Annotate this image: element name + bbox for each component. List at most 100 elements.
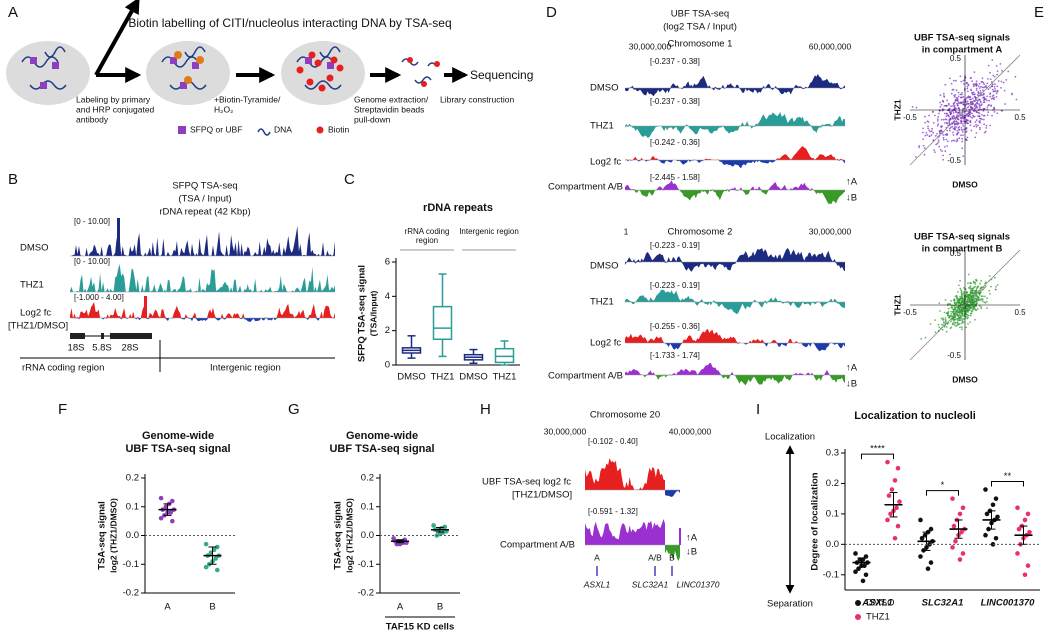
scatter-dot: [955, 126, 958, 128]
scatter-dot: [960, 101, 962, 104]
scatter-dot: [969, 119, 972, 122]
scatter-dot: [967, 90, 969, 93]
scatter-dot: [937, 115, 940, 118]
gene-block: [70, 333, 85, 339]
signal-track: [625, 248, 845, 262]
scatter-dot: [963, 294, 965, 297]
scatter-dot: [950, 140, 953, 142]
scatter-dot: [975, 132, 978, 134]
scatter-dot: [983, 301, 986, 303]
step-label: +Biotin-Tyramide/: [214, 94, 281, 104]
scatter-dot: [993, 75, 996, 78]
scatter-dot: [977, 91, 979, 93]
step-label: and HRP conjugated: [76, 104, 155, 114]
scatter-dot: [937, 123, 939, 126]
scatter-dot: [969, 115, 972, 118]
scatter-dot: [950, 320, 952, 323]
data-point: [853, 569, 858, 575]
gene-label: SLC32A1: [632, 579, 669, 589]
scatter-dot: [975, 300, 977, 303]
scatter-dot: [963, 302, 965, 304]
scatter-dot: [951, 323, 954, 326]
diagonal: [909, 249, 1021, 361]
scatter-dot: [953, 312, 956, 315]
scatter-dot: [966, 291, 968, 294]
scatter-dot: [973, 115, 976, 118]
scatter-dot: [940, 118, 943, 121]
scatter-dot: [965, 326, 967, 329]
axis-label: DMSO: [952, 179, 978, 189]
scatter-dot: [936, 125, 939, 127]
scatter-dot: [922, 138, 924, 141]
scatter-dot: [988, 289, 991, 292]
scatter-dot: [955, 302, 958, 305]
scatter-dot: [950, 112, 953, 115]
scatter-dot: [962, 308, 964, 311]
scatter-dot: [950, 326, 953, 329]
gene-label: 28S: [122, 343, 139, 354]
scatter-dot: [960, 122, 962, 125]
scatter-dot: [952, 103, 955, 105]
scatter-dot: [1001, 70, 1003, 72]
scatter-dot: [938, 112, 940, 115]
scatter-dot: [915, 106, 918, 109]
data-point: [951, 523, 957, 529]
scatter-dot: [941, 328, 944, 331]
scatter-dot: [974, 297, 976, 300]
scatter-dot: [969, 321, 971, 323]
scatter-dot: [943, 321, 945, 324]
scatter-dot: [994, 288, 997, 291]
y-axis-label: (TSA/Input): [368, 290, 378, 336]
data-point: [170, 518, 175, 524]
y-tick-label: 0.0: [126, 530, 139, 541]
track-name: DMSO: [590, 83, 619, 94]
scatter-dot: [970, 289, 972, 291]
scatter-dot: [968, 294, 971, 296]
scatter-dot: [981, 300, 984, 303]
scatter-dot: [974, 136, 977, 139]
y-tick-label: 2: [385, 325, 390, 336]
scatter-dot: [956, 299, 959, 301]
panel-label: G: [288, 401, 300, 418]
scatter-dot: [954, 117, 956, 119]
scatter-dot: [948, 316, 951, 319]
scatter-dot: [967, 96, 970, 99]
y-tick-label: 0.2: [126, 473, 139, 484]
tick-label: 0.5: [950, 249, 962, 258]
scatter-dot: [988, 99, 990, 102]
data-point: [984, 511, 990, 517]
scatter-dot: [1007, 70, 1010, 73]
scatter-dot: [979, 117, 981, 120]
scatter-dot: [951, 115, 954, 118]
scatter-dot: [982, 81, 985, 84]
scatter-dot: [978, 103, 981, 105]
scatter-dot: [960, 96, 962, 99]
data-point: [995, 514, 1000, 520]
signal-track: [625, 88, 845, 97]
scatter-dot: [965, 82, 968, 85]
scatter-dot: [990, 285, 992, 288]
compartment-mark: ↓B: [846, 379, 857, 390]
chart-title: rDNA repeats: [423, 202, 493, 214]
scatter-dot: [975, 289, 978, 292]
scatter-dot: [962, 128, 964, 131]
legend-label: THZ1: [866, 612, 890, 623]
scatter-dot: [1001, 110, 1004, 112]
scatter-dot: [953, 106, 956, 108]
gene-block: [101, 333, 104, 339]
scatter-dot: [994, 88, 996, 90]
scatter-dot: [959, 326, 961, 329]
scatter-dot: [936, 118, 939, 120]
scatter-dot: [953, 123, 956, 125]
step-label: antibody: [76, 114, 109, 124]
gene-block: [110, 333, 152, 339]
scatter-dot: [982, 295, 984, 298]
scatter-dot: [976, 94, 979, 96]
scatter-dot: [953, 323, 956, 326]
track-name: [THZ1/DMSO]: [512, 490, 572, 501]
scatter-dot: [994, 83, 996, 86]
data-point: [1027, 529, 1032, 535]
coordinate: 60,000,000: [809, 41, 852, 51]
scatter-dot: [957, 314, 960, 317]
scatter-dot: [946, 134, 948, 137]
